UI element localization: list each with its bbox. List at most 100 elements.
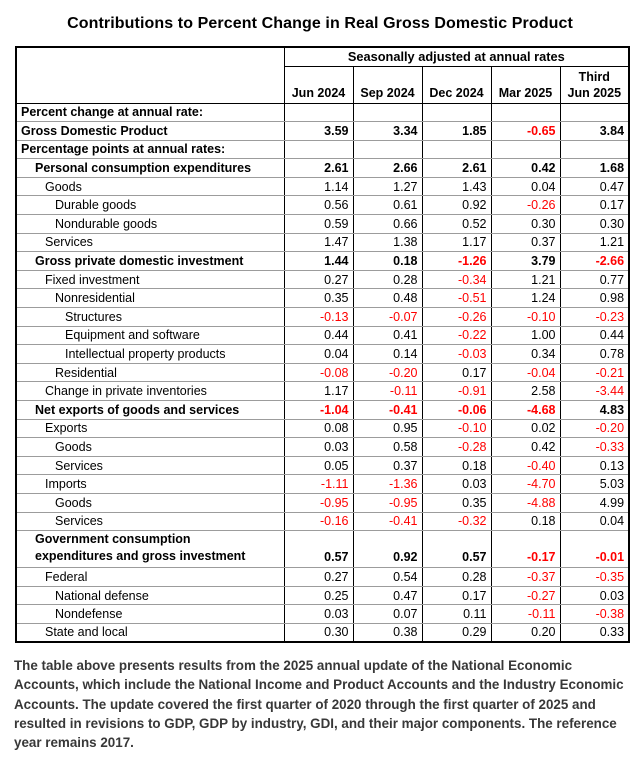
value-cell: -0.21	[559, 362, 630, 383]
table-row: Services -0.16 -0.41 -0.32 0.18 0.04	[15, 511, 630, 532]
value-cell: -0.17	[490, 530, 561, 569]
value-cell: -1.11	[283, 474, 354, 494]
value-cell: -2.66	[559, 251, 630, 271]
value-cell: -0.22	[421, 325, 492, 346]
table-row: Government consumption expenditures and …	[15, 530, 630, 569]
value-cell: -0.26	[421, 307, 492, 327]
value-cell: 0.04	[559, 511, 630, 532]
value-cell: -3.44	[559, 381, 630, 401]
value-cell: -0.40	[490, 455, 561, 476]
table-row: Equipment and software 0.44 0.41 -0.22 1.00 0…	[15, 325, 630, 346]
value-cell: 1.14	[283, 176, 354, 197]
value-cell: -0.34	[421, 269, 492, 290]
value-cell: -0.20	[559, 418, 630, 439]
row-label: National defense	[15, 585, 285, 606]
value-cell: 0.18	[421, 455, 492, 476]
value-cell	[490, 102, 561, 123]
value-cell: -0.06	[421, 400, 492, 420]
value-cell: 0.07	[352, 604, 423, 624]
table-row: Residential -0.08 -0.20 0.17 -0.04 -0.21	[15, 362, 630, 383]
column-header: Jun 2024	[283, 65, 354, 104]
value-cell: 0.28	[352, 269, 423, 290]
value-cell: 0.13	[559, 455, 630, 476]
value-cell: -0.95	[283, 492, 354, 513]
value-cell: 0.35	[283, 288, 354, 309]
value-cell: 1.85	[421, 121, 492, 141]
value-cell: 0.92	[352, 530, 423, 569]
value-cell: 0.58	[352, 437, 423, 457]
value-cell: -4.88	[490, 492, 561, 513]
value-cell: -0.51	[421, 288, 492, 309]
value-cell: 1.17	[283, 381, 354, 401]
value-cell: 0.54	[352, 567, 423, 587]
value-cell	[421, 102, 492, 123]
value-cell: 0.52	[421, 214, 492, 234]
value-cell: 0.48	[352, 288, 423, 309]
value-cell: 0.20	[490, 622, 561, 643]
corner-cell	[15, 46, 285, 104]
value-cell: 0.18	[352, 251, 423, 271]
value-cell: -0.32	[421, 511, 492, 532]
table-row: Services 1.47 1.38 1.17 0.37 1.21	[15, 232, 630, 253]
value-cell: -0.10	[421, 418, 492, 439]
table-row: Percent change at annual rate:	[15, 102, 630, 123]
table-row: State and local 0.30 0.38 0.29 0.20 0.33	[15, 622, 630, 643]
value-cell: 2.58	[490, 381, 561, 401]
value-cell	[559, 139, 630, 160]
value-cell: 3.59	[283, 121, 354, 141]
value-cell: 1.21	[490, 269, 561, 290]
value-cell: -4.70	[490, 474, 561, 494]
table-header: Seasonally adjusted at annual rates Jun …	[15, 46, 630, 104]
value-cell: 0.47	[352, 585, 423, 606]
value-cell: -0.28	[421, 437, 492, 457]
row-label: Net exports of goods and services	[15, 400, 285, 420]
value-cell: 0.38	[352, 622, 423, 643]
table-row: Nondurable goods 0.59 0.66 0.52 0.30 0.30	[15, 214, 630, 234]
value-cell: -1.04	[283, 400, 354, 420]
footnote: The table above presents results from th…	[14, 658, 624, 751]
value-cell: 0.95	[352, 418, 423, 439]
value-cell: 0.92	[421, 195, 492, 216]
value-cell: 1.68	[559, 158, 630, 178]
table-row: Federal 0.27 0.54 0.28 -0.37 -0.35	[15, 567, 630, 587]
value-cell: 2.66	[352, 158, 423, 178]
value-cell	[352, 102, 423, 123]
value-cell: -0.11	[352, 381, 423, 401]
table-row: Net exports of goods and services -1.04 -0…	[15, 400, 630, 420]
value-cell: 1.27	[352, 176, 423, 197]
value-cell: 0.02	[490, 418, 561, 439]
value-cell: -0.41	[352, 511, 423, 532]
row-label: Personal consumption expenditures	[15, 158, 285, 178]
table-row: Change in private inventories 1.17 -0.11 -0…	[15, 381, 630, 401]
value-cell: -0.27	[490, 585, 561, 606]
table-row: Goods -0.95 -0.95 0.35 -4.88 4.99	[15, 492, 630, 513]
value-cell: 0.03	[421, 474, 492, 494]
value-cell	[283, 102, 354, 123]
value-cell: 1.44	[283, 251, 354, 271]
value-cell: 0.17	[421, 585, 492, 606]
value-cell: 0.08	[283, 418, 354, 439]
value-cell: 1.00	[490, 325, 561, 346]
value-cell: 0.98	[559, 288, 630, 309]
value-cell: -0.10	[490, 307, 561, 327]
value-cell: 0.44	[283, 325, 354, 346]
value-cell: 0.14	[352, 344, 423, 364]
value-cell: -1.26	[421, 251, 492, 271]
value-cell: 0.18	[490, 511, 561, 532]
row-label: Nonresidential	[15, 288, 285, 309]
value-cell: 0.35	[421, 492, 492, 513]
value-cell	[283, 139, 354, 160]
value-cell: 0.17	[559, 195, 630, 216]
table-row: Gross Domestic Product 3.59 3.34 1.85 -0.65 3…	[15, 121, 630, 141]
table-row: Durable goods 0.56 0.61 0.92 -0.26 0.17	[15, 195, 630, 216]
value-cell: 5.03	[559, 474, 630, 494]
row-label: State and local	[15, 622, 285, 643]
value-cell: 2.61	[421, 158, 492, 178]
table-row: Intellectual property products 0.04 0.14 -0…	[15, 344, 630, 364]
value-cell: 0.03	[283, 437, 354, 457]
value-cell	[490, 139, 561, 160]
row-label: Services	[15, 232, 285, 253]
table-row: Exports 0.08 0.95 -0.10 0.02 -0.20	[15, 418, 630, 439]
value-cell: -0.65	[490, 121, 561, 141]
row-label: Change in private inventories	[15, 381, 285, 401]
